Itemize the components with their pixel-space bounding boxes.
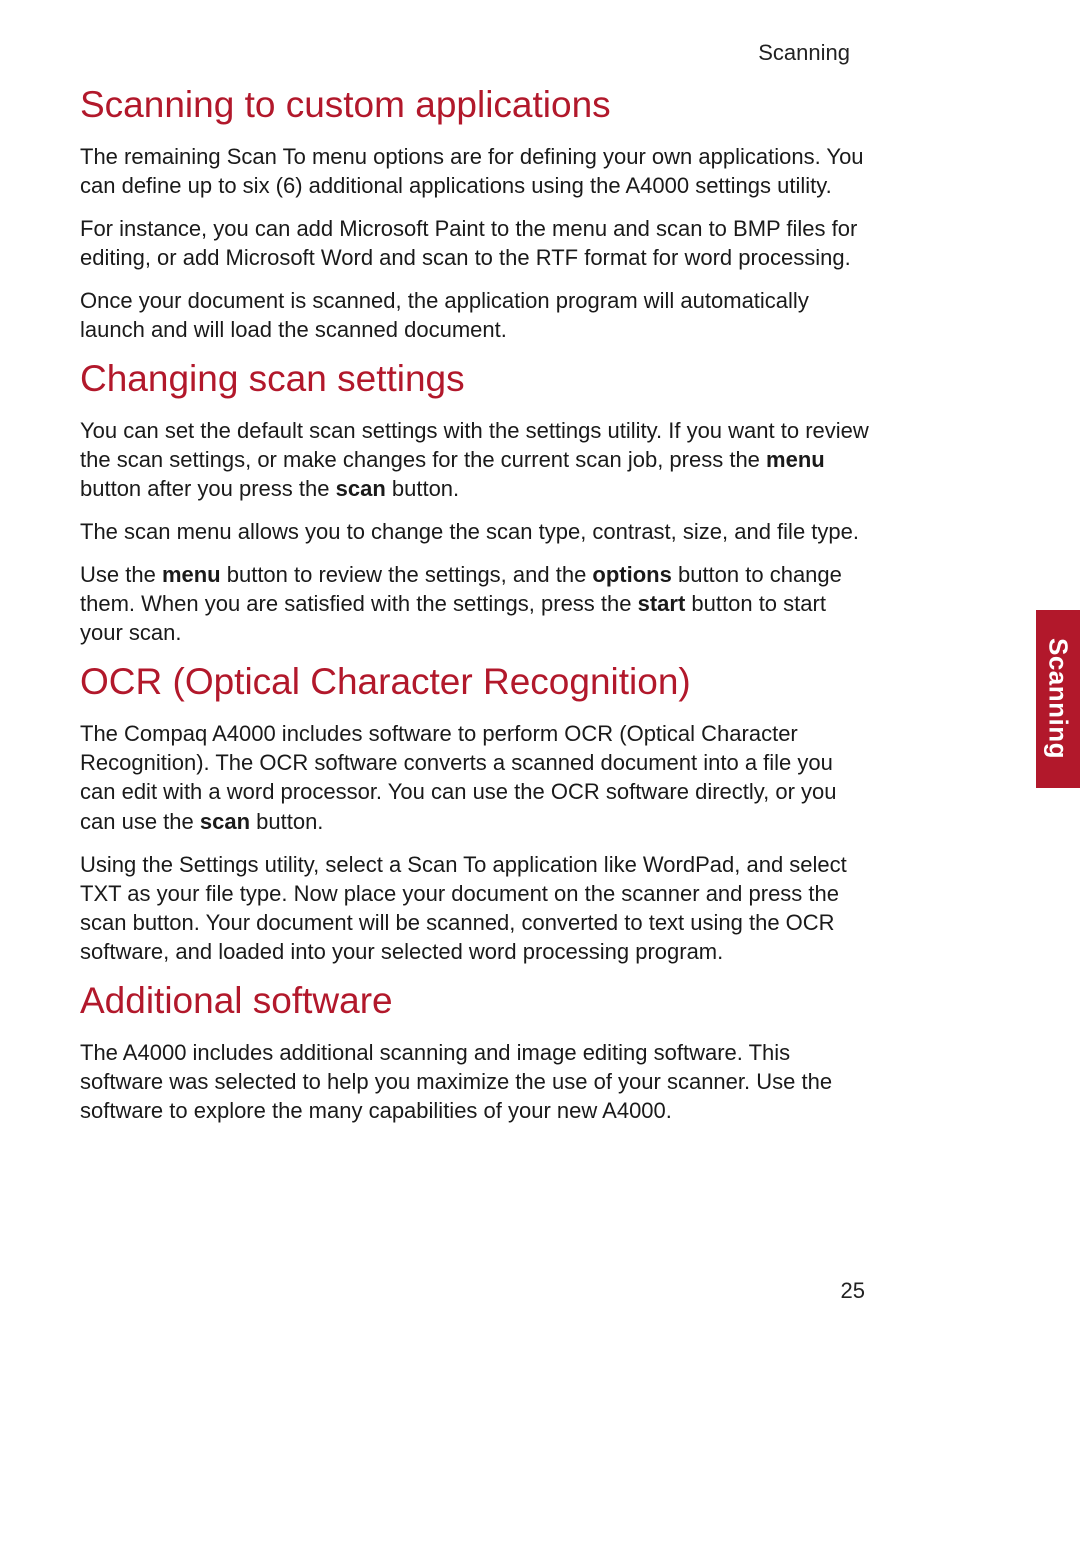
section-tab-label: Scanning <box>1043 638 1074 759</box>
bold-term-scan: scan <box>200 809 250 834</box>
bold-term-start: start <box>638 591 686 616</box>
bold-term-scan: scan <box>336 476 386 501</box>
section-tab: Scanning <box>1036 610 1080 788</box>
body-text: The A4000 includes additional scanning a… <box>80 1038 870 1125</box>
body-text: The Compaq A4000 includes software to pe… <box>80 719 870 835</box>
page-content: Scanning Scanning to custom applications… <box>80 40 870 1139</box>
bold-term-menu: menu <box>162 562 221 587</box>
body-text: Once your document is scanned, the appli… <box>80 286 870 344</box>
bold-term-menu: menu <box>766 447 825 472</box>
body-text: The scan menu allows you to change the s… <box>80 517 870 546</box>
text-run: button. <box>386 476 459 501</box>
text-run: button. <box>250 809 323 834</box>
body-text: You can set the default scan settings wi… <box>80 416 870 503</box>
heading-ocr: OCR (Optical Character Recognition) <box>80 661 870 703</box>
text-run: You can set the default scan settings wi… <box>80 418 869 472</box>
body-text: Using the Settings utility, select a Sca… <box>80 850 870 966</box>
body-text: The remaining Scan To menu options are f… <box>80 142 870 200</box>
text-run: Use the <box>80 562 162 587</box>
heading-scan-settings: Changing scan settings <box>80 358 870 400</box>
bold-term-options: options <box>592 562 671 587</box>
heading-additional-software: Additional software <box>80 980 870 1022</box>
text-run: button after you press the <box>80 476 336 501</box>
body-text: For instance, you can add Microsoft Pain… <box>80 214 870 272</box>
page-number: 25 <box>841 1278 865 1304</box>
text-run: button to review the settings, and the <box>221 562 593 587</box>
heading-custom-apps: Scanning to custom applications <box>80 84 870 126</box>
body-text: Use the menu button to review the settin… <box>80 560 870 647</box>
running-head: Scanning <box>80 40 850 66</box>
text-run: The Compaq A4000 includes software to pe… <box>80 721 837 833</box>
